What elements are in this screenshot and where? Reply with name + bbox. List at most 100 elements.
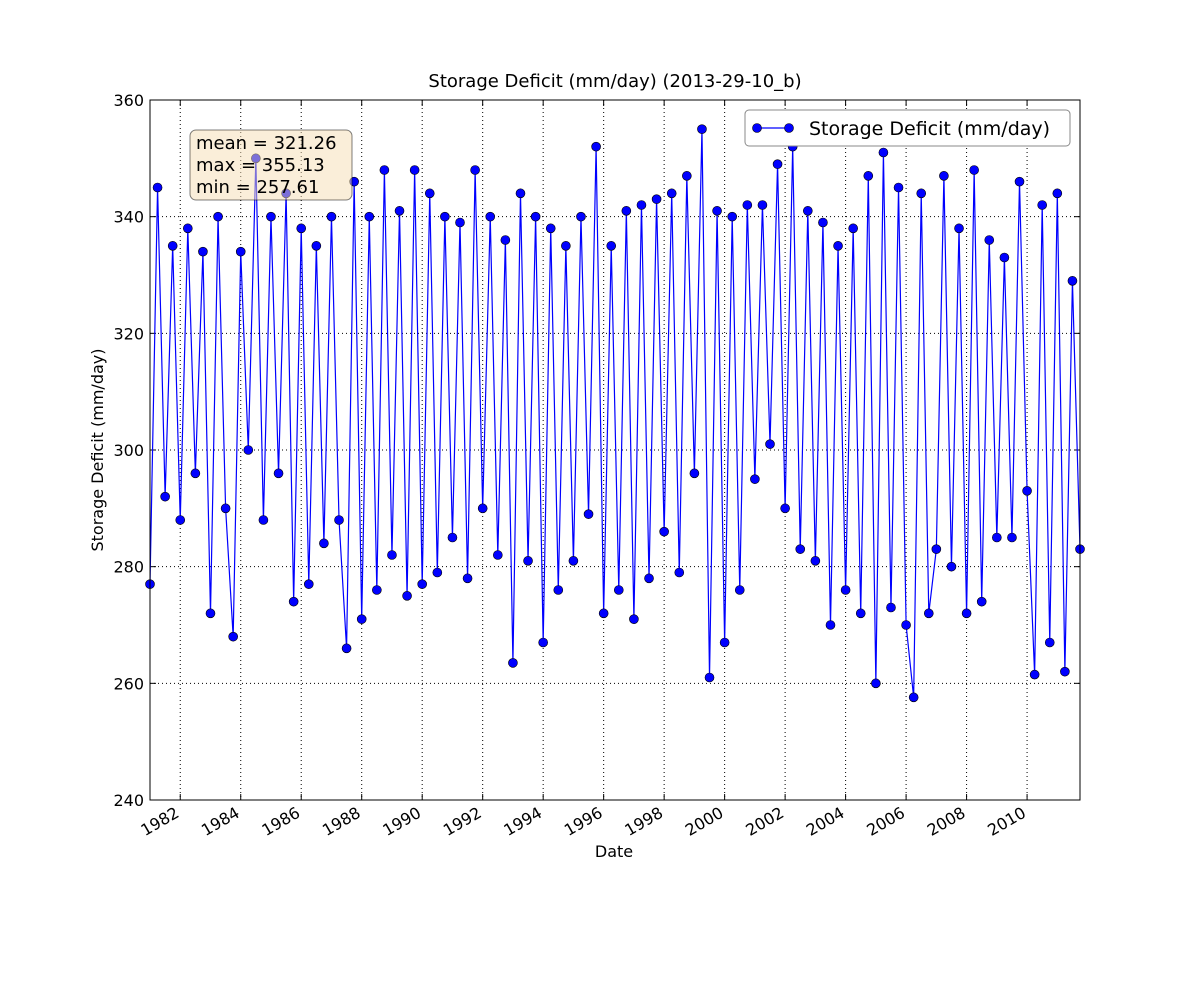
data-point bbox=[326, 211, 337, 222]
legend-label: Storage Deficit (mm/day) bbox=[809, 118, 1050, 140]
data-point bbox=[175, 515, 186, 525]
data-point bbox=[432, 567, 443, 578]
data-point bbox=[636, 200, 647, 210]
chart-title: Storage Deficit (mm/day) (2013-29-10_b) bbox=[428, 71, 801, 92]
data-point bbox=[341, 643, 352, 654]
data-point bbox=[644, 573, 654, 584]
data-point bbox=[561, 241, 571, 251]
y-tick-label: 280 bbox=[113, 558, 144, 577]
data-point bbox=[840, 585, 851, 595]
data-point bbox=[258, 515, 269, 525]
y-tick-label: 360 bbox=[113, 91, 144, 110]
data-point bbox=[470, 165, 480, 175]
data-point bbox=[613, 585, 624, 595]
data-point bbox=[409, 165, 420, 175]
plot-frame bbox=[149, 99, 1081, 801]
stats-text: min = 257.61 bbox=[196, 177, 319, 198]
data-point bbox=[765, 439, 775, 449]
data-point bbox=[205, 608, 216, 619]
data-point bbox=[976, 596, 987, 607]
data-point bbox=[674, 567, 685, 578]
data-point bbox=[303, 579, 314, 589]
legend-box bbox=[744, 109, 1071, 147]
data-point bbox=[1029, 669, 1040, 680]
data-point bbox=[213, 211, 223, 222]
data-point bbox=[530, 211, 541, 222]
data-point bbox=[288, 596, 299, 607]
data-point bbox=[969, 165, 979, 175]
data-point bbox=[372, 585, 382, 595]
data-point bbox=[515, 188, 526, 199]
y-tick-label: 300 bbox=[113, 441, 144, 460]
data-point bbox=[651, 194, 662, 204]
data-point bbox=[757, 200, 768, 210]
data-point bbox=[946, 561, 957, 572]
data-point bbox=[742, 200, 753, 210]
data-point bbox=[424, 188, 435, 199]
data-point bbox=[961, 608, 972, 619]
data-point bbox=[591, 141, 601, 152]
data-point bbox=[992, 532, 1002, 543]
data-point bbox=[704, 672, 715, 683]
data-point bbox=[545, 223, 556, 234]
data-point bbox=[1037, 200, 1047, 210]
data-point bbox=[167, 241, 178, 251]
data-point bbox=[984, 235, 995, 245]
data-point bbox=[356, 614, 367, 624]
data-point bbox=[659, 526, 669, 537]
data-point bbox=[402, 591, 412, 601]
data-point bbox=[576, 211, 586, 222]
data-point bbox=[954, 223, 964, 234]
stats-text: max = 355.13 bbox=[196, 155, 325, 176]
data-point bbox=[500, 235, 511, 245]
data-point bbox=[1044, 637, 1055, 648]
data-point bbox=[485, 211, 496, 222]
data-point bbox=[447, 532, 458, 543]
data-line bbox=[149, 129, 1081, 698]
data-point bbox=[477, 503, 488, 514]
data-point bbox=[1007, 532, 1017, 543]
data-point bbox=[893, 182, 904, 193]
data-point bbox=[810, 556, 821, 566]
data-point bbox=[568, 556, 579, 566]
data-point bbox=[750, 474, 760, 484]
data-point bbox=[296, 223, 307, 234]
data-point bbox=[190, 468, 201, 479]
data-point bbox=[334, 515, 344, 525]
data-point bbox=[923, 608, 934, 619]
data-point bbox=[848, 223, 858, 234]
legend-marker bbox=[752, 123, 762, 133]
data-point bbox=[160, 491, 170, 502]
data-point bbox=[689, 468, 700, 479]
data-point bbox=[818, 217, 828, 228]
data-point bbox=[311, 241, 322, 251]
data-point bbox=[621, 206, 632, 216]
data-point bbox=[243, 445, 254, 455]
data-point bbox=[939, 171, 949, 181]
data-point bbox=[666, 188, 677, 199]
data-point bbox=[493, 550, 503, 560]
data-point bbox=[682, 171, 692, 181]
data-point bbox=[727, 211, 737, 222]
data-point bbox=[319, 538, 329, 549]
data-point bbox=[394, 206, 405, 216]
legend-marker bbox=[784, 123, 794, 133]
y-tick-label: 340 bbox=[113, 208, 144, 227]
data-point bbox=[228, 631, 238, 642]
data-point bbox=[629, 614, 639, 624]
data-point bbox=[364, 211, 375, 222]
y-tick-label: 320 bbox=[113, 324, 144, 343]
data-point bbox=[1014, 176, 1025, 187]
data-point bbox=[772, 159, 783, 169]
data-point bbox=[220, 503, 231, 514]
data-point bbox=[833, 241, 843, 251]
y-tick-label: 260 bbox=[113, 674, 144, 693]
data-point bbox=[183, 223, 193, 234]
data-point bbox=[273, 468, 284, 479]
data-point bbox=[235, 246, 246, 257]
data-point bbox=[886, 602, 896, 613]
data-point bbox=[387, 550, 397, 560]
data-point bbox=[606, 241, 617, 251]
data-point bbox=[1052, 188, 1063, 199]
